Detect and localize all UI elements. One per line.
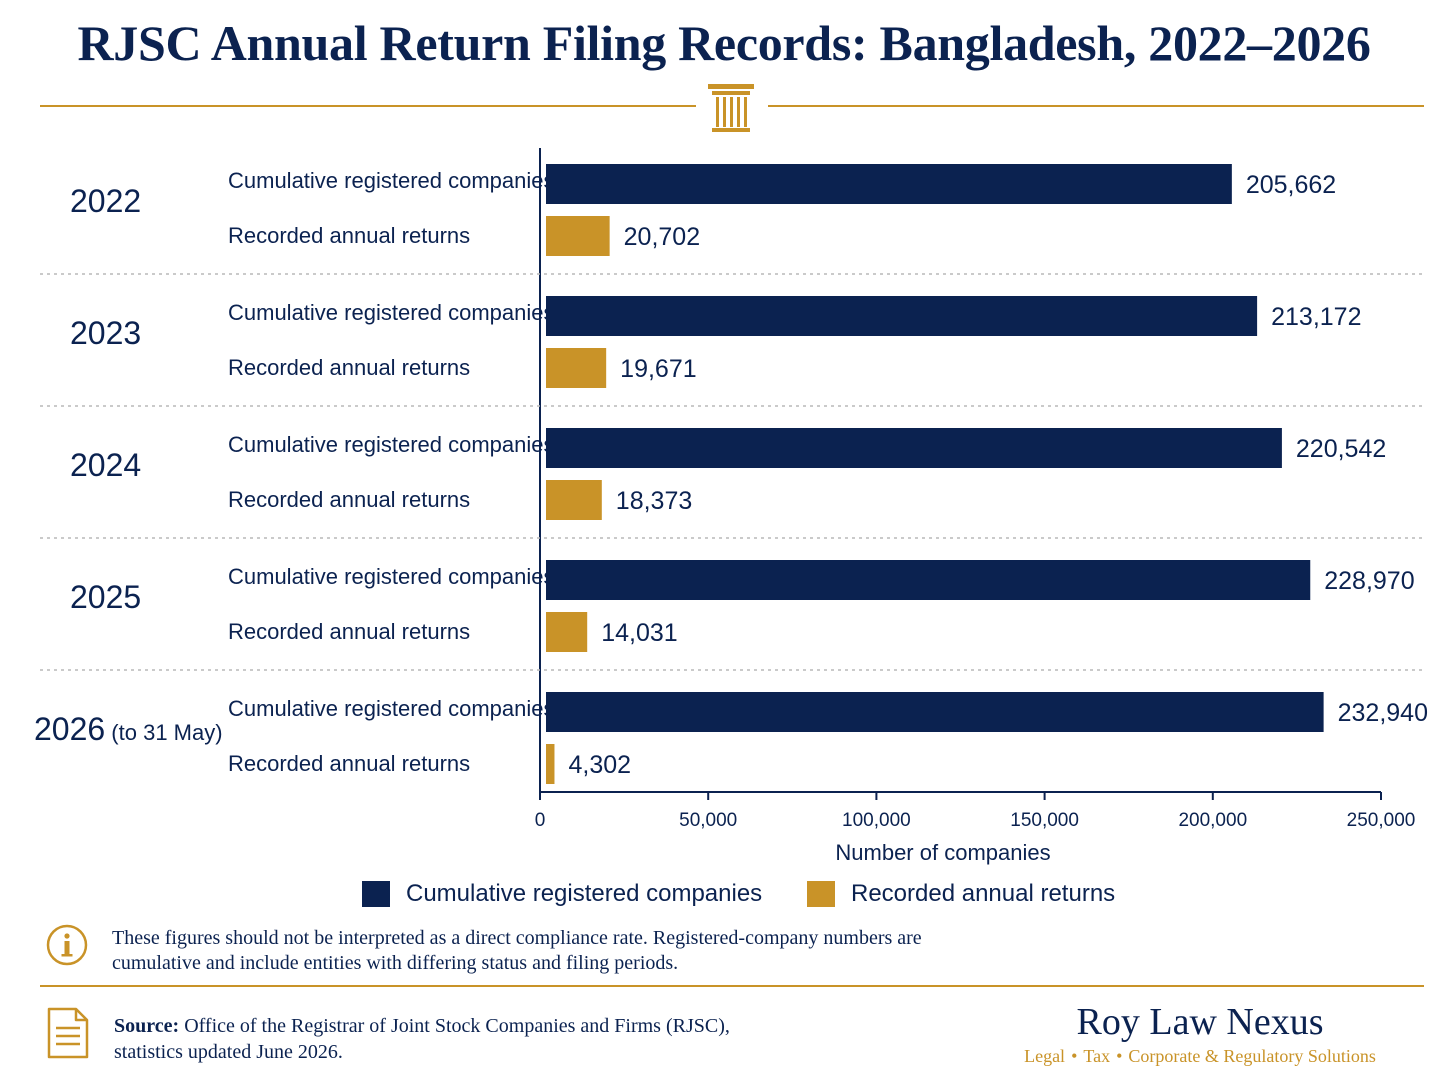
bar-cumulative-2026: [546, 692, 1324, 732]
tagline-legal: Legal: [1024, 1046, 1066, 1066]
x-tick-label: 0: [535, 810, 546, 831]
value-label-cumulative-2023: 213,172: [1271, 303, 1361, 331]
tagline-separator-2: •: [1116, 1046, 1123, 1066]
source-text-1: Office of the Registrar of Joint Stock C…: [184, 1015, 730, 1037]
value-label-returns-2024: 18,373: [616, 487, 692, 515]
row-label-cumulative: Cumulative registered companies: [228, 696, 555, 721]
value-label-returns-2023: 19,671: [620, 355, 696, 383]
bar-cumulative-2025: [546, 560, 1311, 600]
row-label-cumulative: Cumulative registered companies: [228, 432, 555, 457]
legend-swatch-gold: [807, 881, 835, 907]
source-label: Source:: [114, 1015, 180, 1037]
bar-returns-2025: [546, 612, 588, 652]
tagline-corporate: Corporate & Regulatory Solutions: [1128, 1046, 1376, 1066]
brand-name: Roy Law Nexus: [1076, 1001, 1324, 1043]
year-label-2024: 2024: [70, 447, 141, 483]
tagline-tax: Tax: [1083, 1046, 1111, 1066]
title-divider-left: [40, 105, 696, 107]
legend-label-returns: Recorded annual returns: [851, 880, 1116, 907]
disclaimer-note: These figures should not be interpreted …: [112, 926, 1112, 976]
pillar-icon: [708, 84, 754, 132]
bar-returns-2026: [546, 744, 555, 784]
x-tick-label: 250,000: [1347, 810, 1416, 831]
bar-chart: 2022 Cumulative registered companies 205,6…: [34, 148, 1428, 865]
x-tick-label: 200,000: [1178, 810, 1247, 831]
value-label-returns-2025: 14,031: [601, 619, 677, 647]
tagline-separator-1: •: [1071, 1046, 1078, 1066]
row-label-returns: Recorded annual returns: [228, 487, 470, 512]
info-icon: [46, 924, 88, 966]
x-tick-label: 100,000: [842, 810, 911, 831]
bar-returns-2023: [546, 348, 607, 388]
legend-item-returns: Recorded annual returns: [807, 880, 1115, 908]
x-tick-label: 50,000: [679, 810, 737, 831]
disclaimer-line-1: These figures should not be interpreted …: [112, 927, 922, 949]
year-label-2026: 2026 (to 31 May): [34, 711, 223, 747]
bar-cumulative-2023: [546, 296, 1258, 336]
value-label-cumulative-2025: 228,970: [1324, 567, 1414, 595]
row-label-returns: Recorded annual returns: [228, 619, 470, 644]
year-label-2022: 2022: [70, 183, 141, 219]
row-label-returns: Recorded annual returns: [228, 223, 470, 248]
bar-cumulative-2022: [546, 164, 1232, 204]
legend-label-companies: Cumulative registered companies: [406, 880, 763, 907]
x-tick-label: 150,000: [1010, 810, 1079, 831]
disclaimer-line-2: cumulative and include entities with dif…: [112, 952, 679, 974]
legend-swatch-navy: [362, 881, 390, 907]
legend-item-companies: Cumulative registered companies: [362, 880, 762, 908]
row-label-cumulative: Cumulative registered companies: [228, 168, 555, 193]
chart-title: RJSC Annual Return Filing Records: Bangl…: [77, 15, 1371, 71]
value-label-returns-2022: 20,702: [624, 223, 700, 251]
document-icon: [47, 1007, 89, 1059]
value-label-cumulative-2026: 232,940: [1338, 699, 1428, 727]
bar-returns-2024: [546, 480, 602, 520]
year-label-suffix: (to 31 May): [105, 720, 222, 745]
row-label-cumulative: Cumulative registered companies: [228, 300, 555, 325]
row-label-cumulative: Cumulative registered companies: [228, 564, 555, 589]
year-label-2023: 2023: [70, 315, 141, 351]
x-axis-title: Number of companies: [835, 840, 1050, 865]
source-citation: Source: Office of the Registrar of Joint…: [114, 1013, 914, 1065]
value-label-cumulative-2022: 205,662: [1246, 171, 1336, 199]
bar-cumulative-2024: [546, 428, 1282, 468]
value-label-cumulative-2024: 220,542: [1296, 435, 1386, 463]
brand-tagline: Legal • Tax • Corporate & Regulatory Solutio…: [990, 1046, 1410, 1067]
bar-returns-2022: [546, 216, 610, 256]
row-label-returns: Recorded annual returns: [228, 355, 470, 380]
year-label-2025: 2025: [70, 579, 141, 615]
title-divider-right: [768, 105, 1424, 107]
footer-divider: [40, 985, 1424, 987]
row-label-returns: Recorded annual returns: [228, 751, 470, 776]
source-line-1: Source: Office of the Registrar of Joint…: [114, 1013, 914, 1039]
value-label-returns-2026: 4,302: [568, 751, 631, 779]
source-line-2: statistics updated June 2026.: [114, 1041, 343, 1063]
